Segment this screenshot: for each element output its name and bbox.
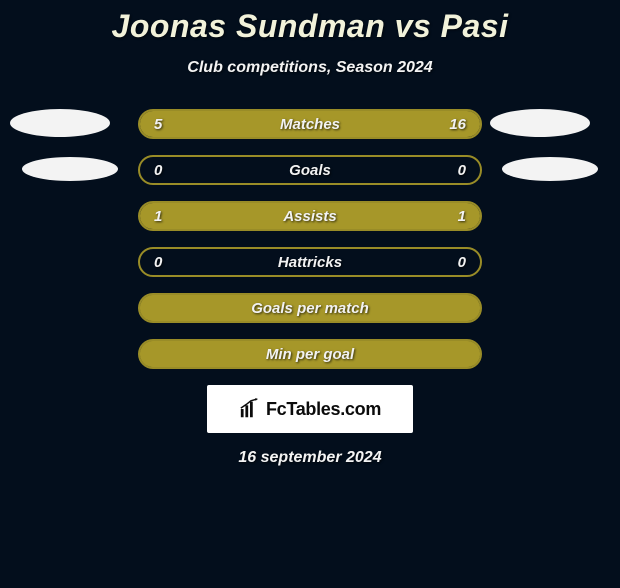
player-ellipse-right-second [502, 157, 598, 181]
comparison-chart: 516Matches00Goals11Assists00HattricksGoa… [0, 109, 620, 369]
stat-bar-right [310, 203, 480, 229]
stat-row: 11Assists [138, 201, 482, 231]
date-label: 16 september 2024 [0, 449, 620, 467]
stat-row: 0 0Goals [138, 155, 482, 185]
stat-value-left: 0 [154, 249, 162, 275]
branding-badge: FcTables.com [207, 385, 413, 433]
stat-bar-left [140, 111, 211, 137]
stat-bar-left [140, 203, 310, 229]
stat-bar-right [211, 111, 480, 137]
page-title: Joonas Sundman vs Pasi [0, 8, 620, 45]
stat-value-right: 0 [458, 249, 466, 275]
stat-bar-right [140, 295, 480, 321]
stat-row: Goals per match [138, 293, 482, 323]
subtitle: Club competitions, Season 2024 [0, 59, 620, 77]
player-ellipse-left-second [22, 157, 118, 181]
branding-text: FcTables.com [266, 399, 381, 420]
stat-value-right: 0 [458, 157, 466, 183]
stat-row: 516Matches [138, 109, 482, 139]
stat-bar-right [140, 341, 480, 367]
stat-row: 0 0Hattricks [138, 247, 482, 277]
stat-label: Hattricks [140, 249, 480, 275]
player-ellipse-left-top [10, 109, 110, 137]
stat-label: Goals [140, 157, 480, 183]
player-ellipse-right-top [490, 109, 590, 137]
stat-value-left: 0 [154, 157, 162, 183]
chart-icon [239, 398, 261, 420]
stat-row: Min per goal [138, 339, 482, 369]
